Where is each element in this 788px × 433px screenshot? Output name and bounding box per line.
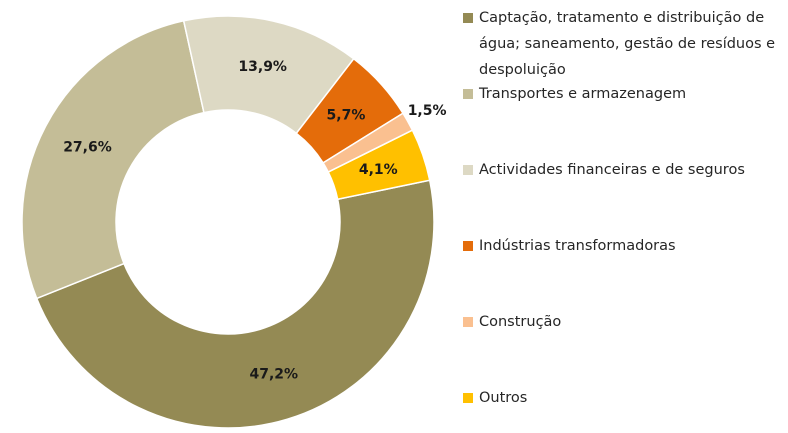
slice	[327, 129, 431, 201]
legend-label: Actividades financeiras e de seguros	[479, 162, 745, 178]
legend-label: Captação, tratamento e distribuição de á…	[479, 10, 776, 78]
data-label: 4,1%	[359, 162, 398, 178]
data-label: 5,7%	[327, 107, 366, 123]
legend-swatch	[463, 241, 473, 251]
legend-swatch	[463, 89, 473, 99]
legend-entry: Indústrias transformadoras	[463, 233, 781, 259]
legend-label: Outros	[479, 390, 528, 406]
legend-swatch	[463, 317, 473, 327]
legend-entry: Construção	[463, 309, 781, 335]
data-label: 1,5%	[408, 103, 447, 119]
donut: 47,2% 27,6% 13,9% 5,7% 1,5% 4,1%	[21, 15, 447, 429]
data-label: 13,9%	[238, 59, 287, 75]
legend-swatch	[463, 13, 473, 23]
legend-entry: Actividades financeiras e de seguros	[463, 157, 781, 183]
slice	[35, 179, 435, 429]
legend-swatch	[463, 393, 473, 403]
data-label: 27,6%	[63, 140, 112, 156]
legend-label: Indústrias transformadoras	[479, 238, 676, 254]
legend-label: Construção	[479, 314, 562, 330]
legend-entry: Outros	[463, 385, 781, 411]
legend-entry: Transportes e armazenagem	[463, 81, 781, 107]
legend-label: Transportes e armazenagem	[479, 86, 687, 102]
slice	[21, 19, 205, 300]
legend-swatch	[463, 165, 473, 175]
data-label: 47,2%	[250, 366, 299, 382]
legend-entry: Captação, tratamento e distribuição de á…	[463, 5, 781, 83]
